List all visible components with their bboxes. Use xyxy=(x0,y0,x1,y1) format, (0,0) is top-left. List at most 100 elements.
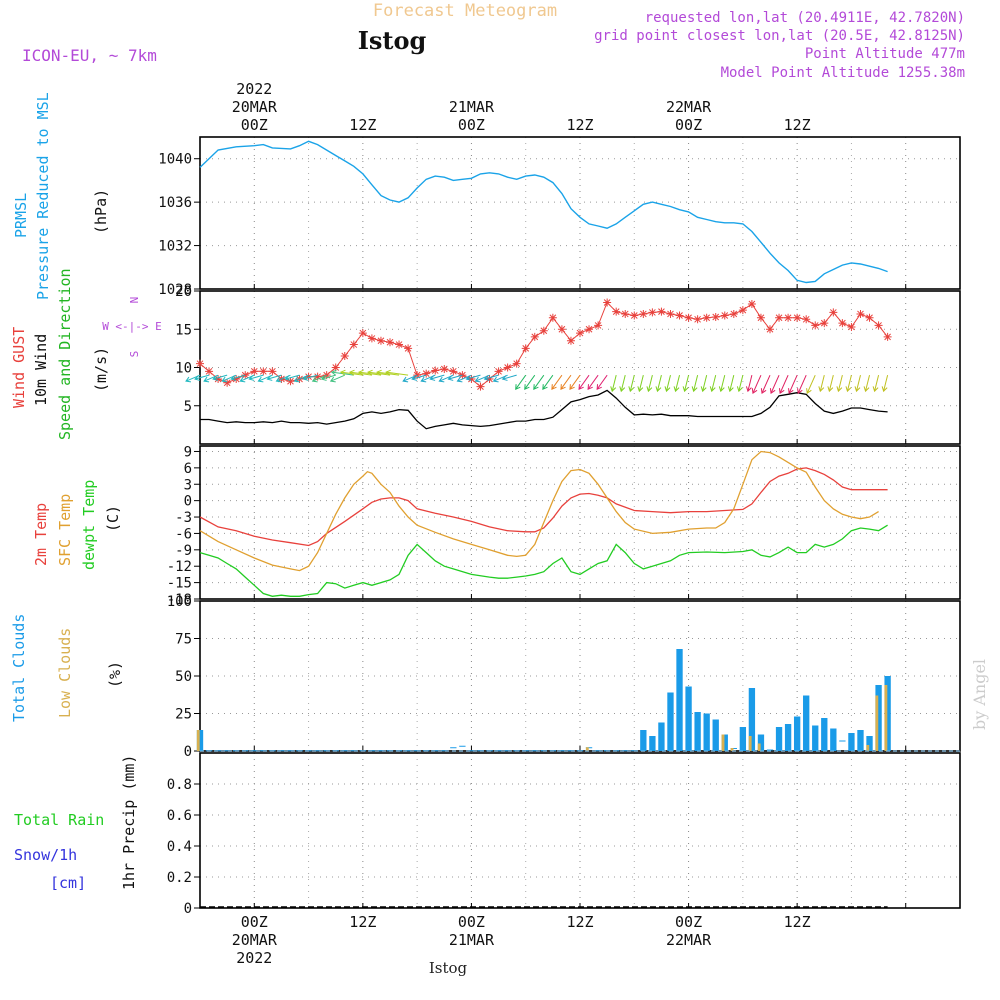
pressure-ylabel-2: Pressure Reduced to MSL xyxy=(34,92,52,300)
gust-point xyxy=(693,315,702,324)
total-cloud-bar xyxy=(884,676,891,751)
gust-point xyxy=(684,313,693,322)
total-cloud-bar xyxy=(766,749,774,751)
wind-direction-arrow xyxy=(569,374,581,390)
wind-direction-arrowhead xyxy=(836,386,843,393)
gust-point xyxy=(404,344,413,353)
wind-direction-arrowhead xyxy=(863,386,870,393)
total-cloud-bar xyxy=(251,750,258,752)
gust-point xyxy=(286,377,295,386)
gust-point xyxy=(503,363,512,372)
clouds-panel: 0 25 50 75 100 xyxy=(167,594,961,760)
gust-point xyxy=(250,367,259,376)
time-label-top: 00Z xyxy=(675,116,702,134)
gust-point xyxy=(847,322,856,331)
wind-direction-arrow xyxy=(386,371,409,376)
wind-direction-arrowhead xyxy=(718,386,725,393)
wind-direction-arrowhead xyxy=(619,386,626,393)
gust-point xyxy=(639,309,648,318)
low-cloud-bar xyxy=(875,695,879,751)
total-cloud-bar xyxy=(775,727,783,751)
total-cloud-bar xyxy=(196,730,204,751)
wind-direction-arrow xyxy=(702,375,708,392)
compass-west-east: W <-|-> E xyxy=(102,320,162,333)
wind-direction-arrow xyxy=(502,374,517,380)
wind-direction-arrow xyxy=(551,374,563,390)
clouds-ylabel-units: (%) xyxy=(106,661,124,688)
wind-direction-arrowhead xyxy=(515,384,521,390)
low-cloud-bar xyxy=(757,743,761,751)
time-label-top: 22MAR xyxy=(666,98,712,116)
gust-point xyxy=(440,365,449,374)
time-label-bottom: 12Z xyxy=(566,913,593,931)
wind-direction-arrowhead xyxy=(266,375,273,381)
total-cloud-bar xyxy=(721,734,728,751)
time-label-top: 00Z xyxy=(241,116,268,134)
wind-direction-arrowhead xyxy=(751,388,758,395)
wind-direction-arrowhead xyxy=(311,376,318,383)
low-cloud-bar xyxy=(884,685,888,751)
total-cloud-bar xyxy=(812,725,819,751)
temp-ylabel-2m: 2m Temp xyxy=(32,503,50,566)
gust-point xyxy=(232,374,241,383)
wind-direction-arrow xyxy=(596,374,608,390)
gust-point xyxy=(367,334,376,343)
wind-direction-arrowhead xyxy=(709,386,716,393)
wind-direction-arrowhead xyxy=(736,386,743,393)
wind-direction-arrow xyxy=(267,374,282,380)
wind-direction-arrow xyxy=(231,374,246,380)
y-tick-label: 10 xyxy=(175,361,192,377)
total-cloud-bar xyxy=(531,750,538,752)
wind-direction-arrowhead xyxy=(257,376,264,383)
y-tick-label: 6 xyxy=(184,461,192,477)
wind-direction-arrowhead xyxy=(483,375,490,381)
wind-direction-arrow xyxy=(720,375,726,392)
total-cloud-bar xyxy=(341,750,348,752)
wind-direction-arrowhead xyxy=(411,375,418,381)
gust-point xyxy=(576,329,584,338)
time-label-bottom: 21MAR xyxy=(449,931,495,949)
wind-direction-arrowhead xyxy=(348,369,355,376)
gust-point xyxy=(358,329,367,338)
wind-direction-arrow xyxy=(837,375,843,392)
wind-direction-arrow xyxy=(330,374,345,382)
wind-direction-arrowhead xyxy=(628,386,635,393)
pressure-line xyxy=(199,140,888,284)
wind-direction-arrowhead xyxy=(429,375,436,381)
y-tick-label: -6 xyxy=(175,526,192,542)
wind-direction-arrow xyxy=(665,375,671,392)
time-label-bottom: 00Z xyxy=(675,913,702,931)
gust-point xyxy=(557,325,566,334)
total-cloud-bar xyxy=(830,728,837,751)
wind-direction-arrowhead xyxy=(664,386,671,393)
wind-direction-arrowhead xyxy=(302,375,309,381)
y-tick-label: 3 xyxy=(184,477,192,493)
wind-direction-arrow xyxy=(213,374,228,380)
compass-north: N xyxy=(128,297,141,304)
y-tick-label: 100 xyxy=(167,594,192,610)
wind-direction-arrowhead xyxy=(212,375,219,381)
total-cloud-bar xyxy=(757,734,765,751)
wind-direction-arrow xyxy=(779,374,789,394)
y-tick-label: 5 xyxy=(184,399,192,415)
wind-panel: 5 10 15 20 xyxy=(175,284,961,445)
wind-direction-arrowhead xyxy=(788,388,794,395)
y-tick-label: 1028 xyxy=(158,282,192,298)
wind-direction-arrowhead xyxy=(376,369,382,376)
time-label-bottom: 2022 xyxy=(236,949,272,967)
precip-label-snow: Snow/1h xyxy=(14,846,77,864)
temp-ylabel-dewpt: dewpt Temp xyxy=(80,480,98,570)
gust-point xyxy=(603,298,612,307)
wind-direction-arrow xyxy=(430,374,445,380)
time-label-top: 12Z xyxy=(566,116,593,134)
gust-point xyxy=(729,309,738,318)
wind-direction-arrowhead xyxy=(587,384,593,390)
wind-direction-arrowhead xyxy=(230,375,237,381)
low-cloud-bar xyxy=(721,734,725,751)
wind-direction-arrowhead xyxy=(275,376,282,383)
wind-direction-arrowhead xyxy=(185,376,192,383)
gust-point xyxy=(666,309,675,318)
total-cloud-bar xyxy=(739,727,747,751)
wind-direction-arrowhead xyxy=(854,386,861,393)
